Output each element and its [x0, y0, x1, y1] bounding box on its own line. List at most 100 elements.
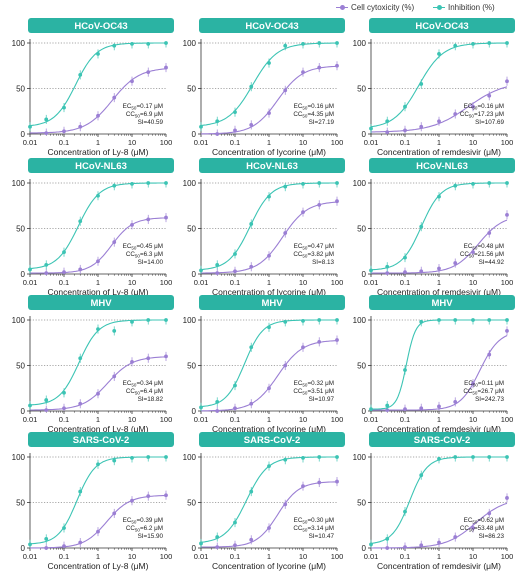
inhibition-point — [419, 473, 424, 478]
y-tick-label: 50 — [357, 362, 366, 371]
cytotoxicity-point — [130, 222, 134, 227]
inhibition-point — [199, 124, 203, 129]
x-tick-label: 100 — [160, 415, 173, 424]
cytotoxicity-point — [267, 253, 271, 258]
y-tick-label: 100 — [183, 453, 197, 462]
inhibition-point — [78, 219, 83, 224]
inhibition-point — [146, 181, 151, 185]
panel-title: HCoV-NL63 — [246, 161, 298, 172]
chart-panel: HCoV-OC43 0 50 100 0.01 0.1 1 10 100 Concentratio… — [183, 18, 345, 157]
inhibition-point — [403, 255, 407, 260]
y-tick-label: 50 — [187, 85, 196, 94]
y-tick-label: 100 — [12, 179, 26, 188]
cytotoxicity-point — [112, 240, 117, 245]
x-tick-label: 0.01 — [23, 138, 38, 147]
cytotoxicity-point — [471, 526, 475, 530]
inhibition-point — [28, 542, 32, 547]
cytotoxicity-point — [78, 267, 83, 272]
chart-panel: SARS-CoV-2 0 50 100 0.01 0.1 1 10 100 Concentrati… — [12, 432, 174, 571]
y-tick-label: 100 — [12, 453, 26, 462]
cytotoxicity-point — [505, 329, 509, 333]
inhibition-point — [471, 182, 475, 186]
x-tick-label: 100 — [331, 138, 344, 147]
cytotoxicity-point — [453, 112, 458, 116]
y-tick-label: 100 — [353, 179, 367, 188]
panel-banner — [28, 295, 174, 310]
inhibition-point — [164, 181, 168, 185]
panel-title: SARS-CoV-2 — [244, 435, 300, 446]
x-axis-label: Concentration of Ly-8 (μM) — [48, 561, 149, 571]
inhibition-point — [215, 535, 220, 539]
cytotoxicity-point — [44, 408, 49, 412]
y-tick-label: 50 — [187, 499, 196, 508]
cytotoxicity-point — [487, 93, 492, 98]
ec50-annotation: EC50=0.62 μM — [464, 517, 504, 525]
x-tick-label: 10 — [128, 415, 136, 424]
inhibition-point — [385, 264, 390, 269]
inhibition-point — [453, 455, 458, 459]
legend-item-cytotoxicity: Cell cytoxicity (%) — [336, 3, 414, 12]
legend-label-inhibition: Inhibition (%) — [448, 3, 495, 12]
x-tick-label: 0.01 — [23, 552, 38, 561]
inhibition-point — [130, 319, 134, 324]
si-annotation: SI=40.59 — [138, 119, 164, 126]
cytotoxicity-point — [112, 95, 117, 100]
inhibition-point — [96, 327, 100, 331]
inhibition-point — [215, 263, 220, 267]
cc50-annotation: CC50=17.23 μM — [460, 111, 504, 119]
x-tick-label: 0.1 — [230, 415, 240, 424]
cytotoxicity-point — [249, 401, 254, 406]
x-tick-label: 1 — [96, 415, 100, 424]
x-tick-label: 100 — [160, 138, 173, 147]
cytotoxicity-point — [78, 401, 83, 406]
panel-banner — [28, 158, 174, 173]
inhibition-point — [62, 105, 66, 110]
x-tick-label: 1 — [437, 552, 441, 561]
x-tick-label: 1 — [96, 278, 100, 287]
x-tick-label: 1 — [437, 415, 441, 424]
cytotoxicity-point — [283, 363, 288, 368]
inhibition-point — [28, 267, 32, 272]
legend: Cell cytoxicity (%) Inhibition (%) — [0, 0, 531, 16]
x-tick-label: 10 — [299, 138, 307, 147]
panel-title: HCoV-OC43 — [245, 21, 298, 32]
inhibition-point — [453, 318, 458, 322]
x-tick-label: 100 — [160, 552, 173, 561]
cytotoxicity-point — [249, 123, 254, 127]
x-axis-label: Concentration of lycorine (μM) — [212, 561, 326, 571]
ec50-annotation: EC50=0.32 μM — [294, 380, 334, 388]
cytotoxicity-point — [146, 217, 151, 222]
inhibition-point — [335, 318, 339, 322]
cytotoxicity-point — [505, 496, 509, 500]
cc50-annotation: CC50=6.3 μM — [126, 251, 163, 259]
cytotoxicity-point — [437, 266, 441, 271]
cytotoxicity-point — [130, 498, 134, 503]
cytotoxicity-point — [62, 129, 66, 134]
cytotoxicity-point — [301, 345, 305, 350]
inhibition-point — [301, 42, 305, 46]
x-tick-label: 0.01 — [364, 552, 379, 561]
x-tick-label: 0.1 — [400, 278, 410, 287]
cytotoxicity-point — [146, 70, 151, 75]
ec50-annotation: EC50=0.48 μM — [464, 243, 504, 251]
inhibition-point — [369, 268, 373, 273]
x-tick-label: 100 — [501, 415, 514, 424]
inhibition-point — [130, 42, 134, 46]
inhibition-point — [164, 455, 168, 459]
si-annotation: SI=10.47 — [309, 533, 335, 540]
cytotoxicity-point — [487, 231, 492, 235]
y-tick-label: 0 — [21, 270, 26, 279]
cytotoxicity-point — [164, 65, 168, 70]
x-axis-label: Concentration of lycorine (μM) — [212, 287, 326, 297]
cytotoxicity-point — [96, 113, 100, 118]
inhibition-point — [28, 403, 32, 408]
y-tick-label: 100 — [353, 316, 367, 325]
x-tick-label: 0.1 — [400, 552, 410, 561]
cytotoxicity-point — [471, 250, 475, 255]
x-tick-label: 0.01 — [194, 552, 209, 561]
y-tick-label: 0 — [21, 407, 26, 416]
inhibition-point — [164, 318, 168, 322]
cytotoxicity-point — [78, 124, 83, 129]
inhibition-point — [419, 82, 424, 86]
